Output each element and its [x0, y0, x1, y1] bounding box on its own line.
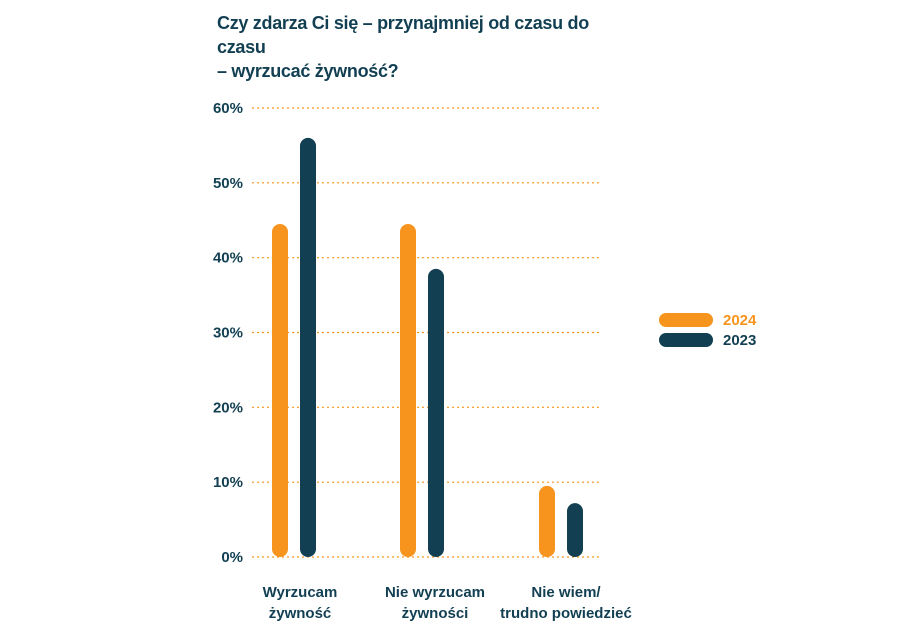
- y-tick-label: 10%: [213, 474, 243, 491]
- bars: [272, 137, 583, 557]
- bar: [539, 485, 555, 557]
- y-tick-label: 0%: [221, 549, 243, 566]
- legend: 2024 2023: [659, 312, 757, 349]
- x-category-label: Nie wyrzucam: [385, 584, 485, 601]
- x-category-label: trudno powiedzieć: [500, 605, 632, 622]
- bar: [428, 268, 444, 557]
- legend-swatch: [659, 333, 713, 347]
- y-tick-label: 40%: [213, 250, 243, 267]
- x-category-label: Wyrzucam: [263, 584, 338, 601]
- x-category-label: żywność: [269, 605, 332, 622]
- bar: [300, 137, 316, 557]
- y-axis-ticks: 0% 10% 20% 30% 40% 50% 60%: [213, 100, 243, 566]
- legend-label: 2023: [723, 332, 756, 349]
- grid-lines: [252, 107, 600, 558]
- bar: [567, 503, 583, 557]
- chart-title-line-1: Czy zdarza Ci się – przynajmniej od czas…: [217, 13, 589, 57]
- y-tick-label: 60%: [213, 100, 243, 117]
- chart-title-line-2: – wyrzucać żywność?: [217, 61, 399, 81]
- y-tick-label: 20%: [213, 399, 243, 416]
- y-tick-label: 30%: [213, 325, 243, 342]
- chart-title: Czy zdarza Ci się – przynajmniej od czas…: [217, 11, 637, 83]
- legend-label: 2024: [723, 312, 757, 329]
- x-axis-categories: Wyrzucam żywność Nie wyrzucam żywności Nie w…: [263, 584, 632, 622]
- bar: [400, 223, 416, 557]
- x-category-label: Nie wiem/: [531, 584, 601, 601]
- legend-swatch: [659, 313, 713, 327]
- bar: [272, 223, 288, 557]
- y-tick-label: 50%: [213, 175, 243, 192]
- x-category-label: żywności: [402, 605, 469, 622]
